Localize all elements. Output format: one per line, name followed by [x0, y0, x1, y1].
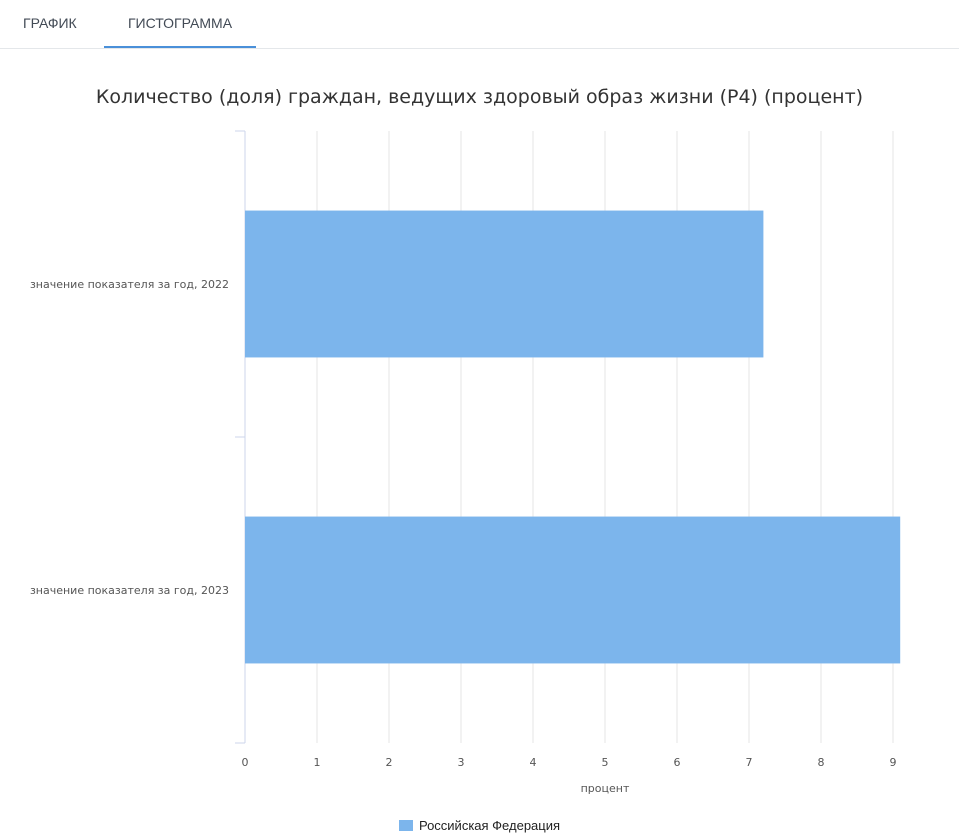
x-tick-label: 0 [242, 756, 249, 769]
bar [245, 210, 764, 358]
x-tick-label: 5 [602, 756, 609, 769]
bar [245, 516, 901, 664]
legend-label: Российская Федерация [418, 818, 561, 833]
legend-swatch [398, 820, 413, 831]
x-tick-label: 2 [386, 756, 393, 769]
x-tick-label: 3 [458, 756, 465, 769]
x-tick-label: 4 [530, 756, 537, 769]
x-tick-label: 8 [818, 756, 825, 769]
tab-histogram[interactable]: ГИСТОГРАММА [104, 0, 256, 48]
category-label: значение показателя за год, 2023 [30, 584, 229, 597]
x-tick-label: 1 [314, 756, 321, 769]
legend[interactable]: Российская Федерация [0, 818, 959, 833]
tab-bar: ГРАФИК ГИСТОГРАММА [0, 0, 959, 49]
x-tick-label: 9 [890, 756, 897, 769]
x-axis-label: процент [581, 782, 630, 795]
chart-title: Количество (доля) граждан, ведущих здоро… [95, 86, 864, 108]
tab-graph[interactable]: ГРАФИК [23, 15, 77, 31]
category-label: значение показателя за год, 2022 [30, 278, 229, 291]
x-tick-label: 7 [746, 756, 753, 769]
x-tick-label: 6 [674, 756, 681, 769]
